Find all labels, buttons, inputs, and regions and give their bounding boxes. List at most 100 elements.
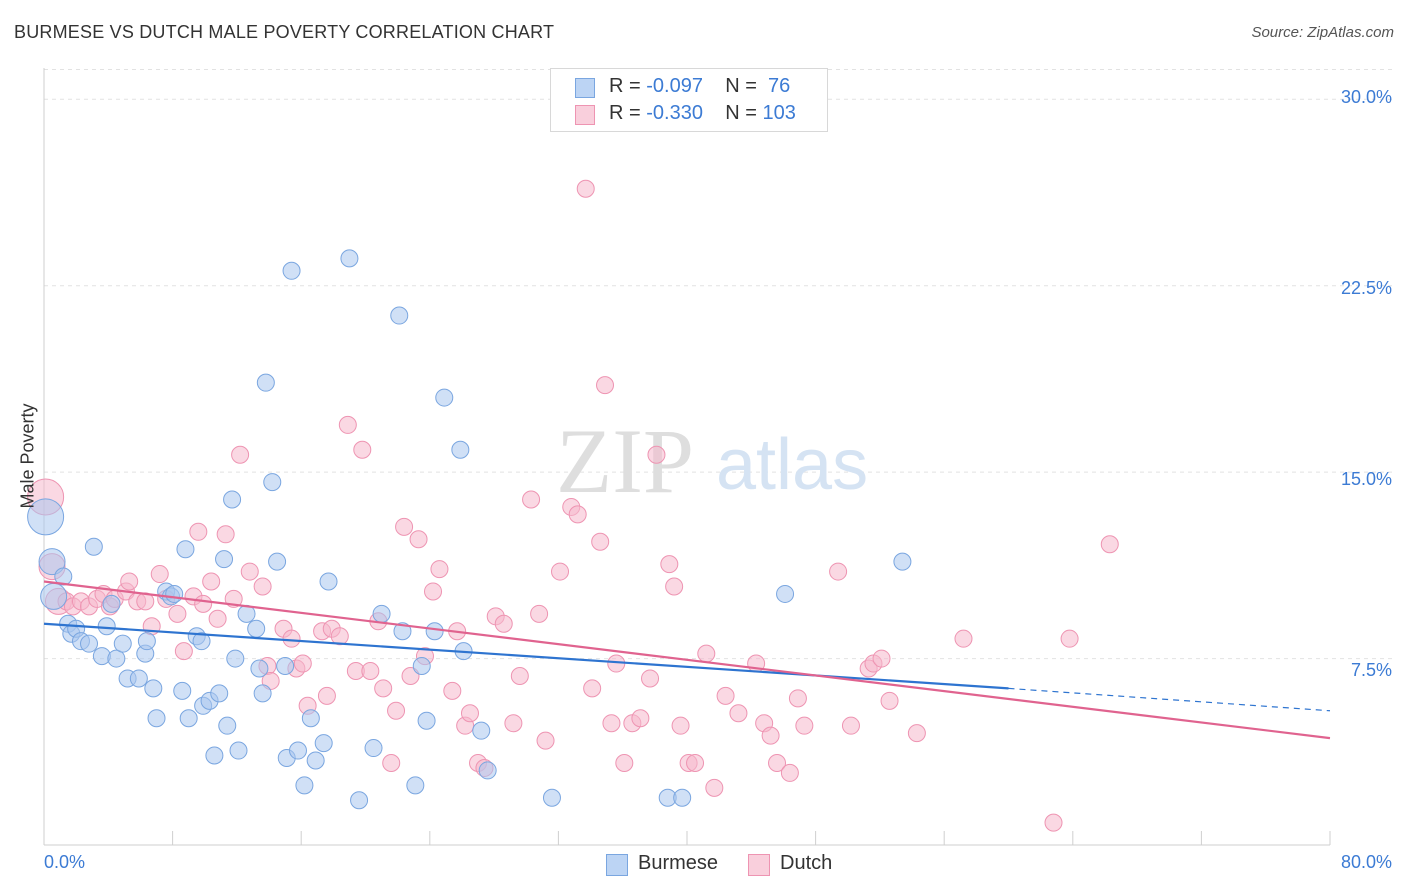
dutch-point [1044,813,1063,832]
burmese-point [406,776,425,795]
burmese-point [417,711,436,730]
r-value: -0.330 [646,102,703,124]
burmese-point [435,388,454,407]
burmese-point [301,709,320,728]
burmese-points [27,249,912,810]
y-tick-label: 15.0% [1340,469,1392,489]
dutch-point [120,572,139,591]
dutch-point [954,629,973,648]
dutch-point [665,577,684,596]
dutch-point [353,440,372,459]
burmese-point [412,657,431,676]
burmese-point [54,567,73,586]
dutch-point [615,753,634,772]
burmese-point [210,684,229,703]
burmese-point [319,572,338,591]
dutch-point [530,604,549,623]
axes [43,68,1331,846]
burmese-point [176,540,195,559]
dutch-point [795,716,814,735]
dutch-point [551,562,570,581]
burmese-point [165,584,184,603]
dutch-point [174,642,193,661]
legend-label-dutch: Dutch [780,852,833,874]
burmese-point [256,373,275,392]
y-tick-label: 22.5% [1340,278,1392,298]
burmese-point [776,584,795,603]
dutch-point [841,716,860,735]
burmese-point [107,649,126,668]
dutch-swatch [575,105,595,125]
dutch-point [387,701,406,720]
dutch-point [591,532,610,551]
dutch-point [788,689,807,708]
dutch-point [189,522,208,541]
dutch-point [510,666,529,685]
burmese-point [263,473,282,492]
burmese-point [393,622,412,641]
dutch-point [631,709,650,728]
burmese-point [250,659,269,678]
dutch-point [395,517,414,536]
dutch-point [424,582,443,601]
burmese-trend-extension [1008,687,1331,712]
dutch-point [460,704,479,723]
dutch-trend-line [43,580,1331,740]
dutch-point [576,179,595,198]
burmese-point [147,709,166,728]
n-label: N = [725,75,763,97]
dutch-point [660,555,679,574]
burmese-point [372,604,391,623]
watermark: ZIP atlas [556,410,868,512]
dutch-point [602,714,621,733]
n-value: 76 [762,75,791,97]
dutch-point [705,778,724,797]
dutch-point [382,753,401,772]
burmese-swatch [575,78,595,98]
burmese-point [179,709,198,728]
burmese-point [40,582,68,610]
dutch-point [686,753,705,772]
dutch-points [27,179,1119,832]
burmese-point [390,306,409,325]
dutch-point [596,376,615,395]
dutch-point [1100,535,1119,554]
y-tick-label: 7.5% [1350,660,1392,680]
y-tick-label: 30.0% [1340,87,1392,107]
burmese-point [113,634,132,653]
y-axis-title: Male Poverty [17,403,38,509]
dutch-point [716,686,735,705]
burmese-point [253,684,272,703]
burmese-point [364,739,383,758]
burmese-point [542,788,561,807]
dutch-point [409,530,428,549]
burmese-point [276,657,295,676]
burmese-point [192,632,211,651]
source-label: Source: ZipAtlas.com [1251,24,1394,41]
dutch-point [208,609,227,628]
burmese-point [673,788,692,807]
dutch-point [647,445,666,464]
x-tick-label-max: 80.0% [1340,852,1392,872]
burmese-point [282,261,301,280]
dutch-point [293,654,312,673]
watermark-atlas: atlas [716,425,868,505]
dutch-point [671,716,690,735]
dutch-swatch [748,854,770,876]
dutch-point [768,753,787,772]
burmese-point [218,716,237,735]
dutch-point [253,577,272,596]
burmese-point [350,791,369,810]
burmese-point [215,550,234,569]
dutch-point [583,679,602,698]
burmese-point [137,632,156,651]
chart-title: BURMESE VS DUTCH MALE POVERTY CORRELATIO… [14,22,555,42]
burmese-point [38,548,66,576]
dutch-point [641,669,660,688]
r-label: R = [609,102,647,124]
dutch-point [374,679,393,698]
burmese-point [451,440,470,459]
burmese-point [425,622,444,641]
dutch-point [568,505,587,524]
